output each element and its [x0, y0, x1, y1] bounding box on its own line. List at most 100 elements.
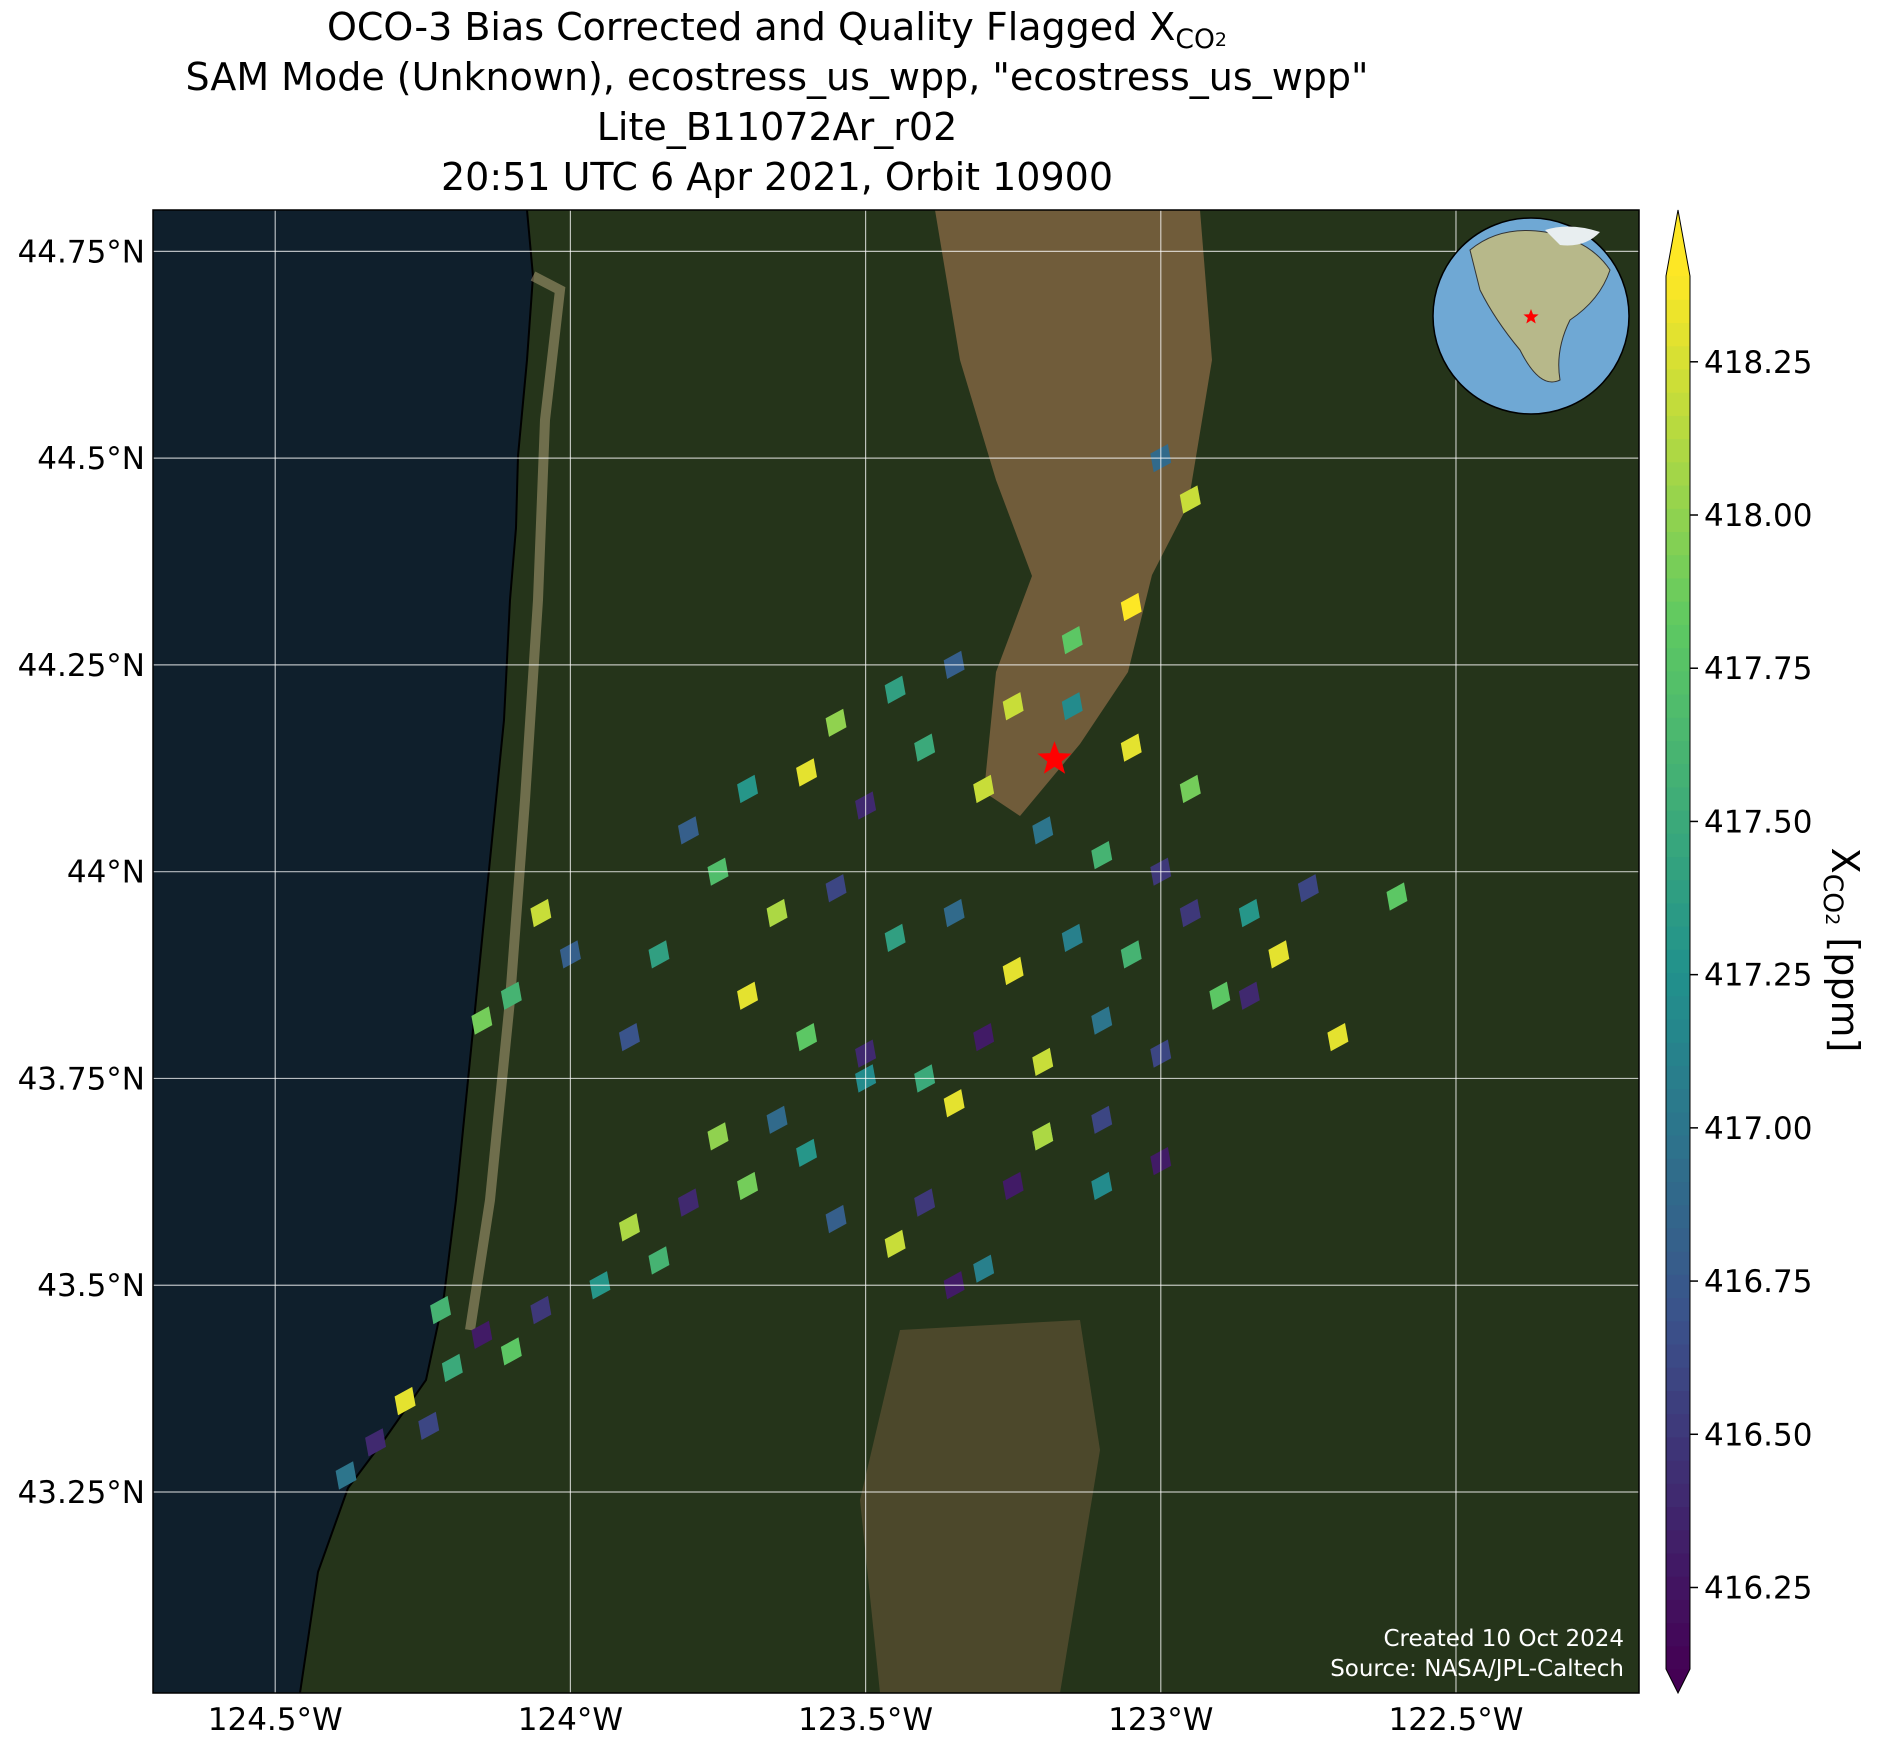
colorbar-step	[1666, 1529, 1690, 1554]
annotation: Created 10 Oct 2024	[1383, 1626, 1624, 1652]
colorbar-step	[1666, 1483, 1690, 1508]
colorbar-step	[1666, 1042, 1690, 1066]
colorbar-step	[1666, 1251, 1690, 1275]
chart-title-text: OCO-3 Bias Corrected and Quality Flagged…	[327, 5, 1175, 49]
footprints	[335, 444, 1408, 1490]
footprint	[973, 1023, 995, 1052]
colorbar-tick-label: 417.25	[1704, 958, 1812, 994]
footprint	[1179, 898, 1201, 928]
footprint	[1238, 898, 1260, 928]
chart-title-sub: CO	[1175, 24, 1215, 55]
colorbar-step	[1666, 1227, 1690, 1252]
footprint	[1002, 956, 1024, 986]
title: OCO-3 Bias Corrected and Quality Flagged…	[186, 5, 1369, 199]
footprint	[530, 1295, 552, 1325]
colorbar-step	[1666, 554, 1690, 579]
colorbar-step	[1666, 1065, 1690, 1090]
colorbar-step	[1666, 392, 1690, 416]
colorbar-extend	[1666, 1669, 1690, 1693]
footprint	[430, 1295, 451, 1325]
colorbar-step	[1666, 322, 1690, 347]
colorbar-step	[1666, 809, 1690, 834]
globe-star	[1523, 309, 1539, 324]
colorbar-label: XCO2 [ppm]	[1817, 848, 1867, 1053]
colorbar-step	[1666, 647, 1690, 672]
x-tick-label: 123.5°W	[798, 1702, 933, 1738]
footprint	[1179, 485, 1201, 514]
colorbar-step	[1666, 1181, 1690, 1206]
y-tick-label: 43.75°N	[18, 1061, 145, 1097]
y-tick-label: 44.5°N	[37, 441, 145, 477]
colorbar-step	[1666, 1436, 1690, 1461]
colorbar-step	[1666, 1413, 1690, 1438]
footprint	[884, 923, 906, 952]
colorbar-step	[1666, 1297, 1690, 1322]
footprint	[737, 981, 758, 1010]
footprint	[1327, 1023, 1349, 1052]
colorbar-step	[1666, 1343, 1690, 1368]
colorbar-step	[1666, 1460, 1690, 1484]
footprint	[884, 675, 906, 704]
target-star	[1037, 741, 1072, 774]
chart-title: 20:51 UTC 6 Apr 2021, Orbit 10900	[441, 155, 1113, 199]
colorbar-step	[1666, 1367, 1690, 1391]
map-frame	[152, 209, 1640, 1694]
footprint	[1002, 692, 1024, 721]
colorbar-step	[1666, 415, 1690, 440]
x-tick-label: 124.5°W	[208, 1702, 343, 1738]
colorbar-step	[1666, 299, 1690, 324]
basemap	[153, 210, 1639, 1693]
colorbar-label-subsub: 2	[1821, 913, 1843, 925]
footprint	[973, 774, 995, 804]
footprint	[1032, 816, 1054, 845]
footprint	[1061, 626, 1083, 655]
footprint	[678, 1188, 699, 1217]
footprint	[766, 1105, 788, 1134]
footprint	[648, 1246, 670, 1275]
x-tick-label: 123°W	[1108, 1702, 1213, 1738]
footprint	[1386, 882, 1408, 911]
chart-title: OCO-3 Bias Corrected and Quality Flagged…	[327, 5, 1227, 55]
colorbar-step	[1666, 577, 1690, 602]
footprint	[1032, 1122, 1054, 1151]
footprint	[471, 1320, 493, 1349]
colorbar-step	[1666, 1204, 1690, 1229]
footprint	[1209, 981, 1231, 1010]
footprint	[1002, 1171, 1024, 1201]
chart-title-text: 20:51 UTC 6 Apr 2021, Orbit 10900	[441, 155, 1113, 199]
colorbar-step	[1666, 879, 1690, 904]
footprint	[418, 1411, 440, 1440]
colorbar-step	[1666, 1390, 1690, 1415]
colorbar-step	[1666, 531, 1690, 556]
chart-title: Lite_B11072Ar_r02	[597, 105, 958, 149]
colorbar-step	[1666, 717, 1690, 741]
colorbar-step	[1666, 856, 1690, 881]
footprint	[707, 1122, 729, 1151]
colorbar-step	[1666, 368, 1690, 393]
chart-title-text: Lite_B11072Ar_r02	[597, 105, 958, 149]
footprint	[1032, 1047, 1054, 1076]
footprint	[365, 1428, 386, 1457]
colorbar-label-sub: CO	[1817, 874, 1848, 914]
colorbar-step	[1666, 740, 1690, 765]
colorbar-tick-label: 418.00	[1704, 498, 1812, 534]
footprint	[1120, 733, 1142, 762]
x-tick-label: 122.5°W	[1389, 1702, 1524, 1738]
colorbar-step	[1666, 1552, 1690, 1577]
grid	[153, 210, 1639, 1693]
footprint	[1091, 1105, 1113, 1134]
colorbar-outline	[1665, 209, 1691, 1695]
footprint	[766, 898, 788, 928]
footprint	[335, 1461, 357, 1490]
continent	[1469, 229, 1611, 383]
colorbar-label-suffix: [ppm]	[1823, 925, 1867, 1052]
coastline	[299, 210, 535, 1693]
chart-title-text: SAM Mode (Unknown), ecostress_us_wpp, "e…	[186, 55, 1369, 99]
colorbar-step	[1666, 1622, 1690, 1647]
footprint	[914, 1188, 936, 1217]
footprint	[500, 1337, 522, 1366]
footprint	[394, 1386, 416, 1416]
footprint	[825, 1204, 847, 1234]
y-tick-label: 44.75°N	[18, 234, 145, 270]
